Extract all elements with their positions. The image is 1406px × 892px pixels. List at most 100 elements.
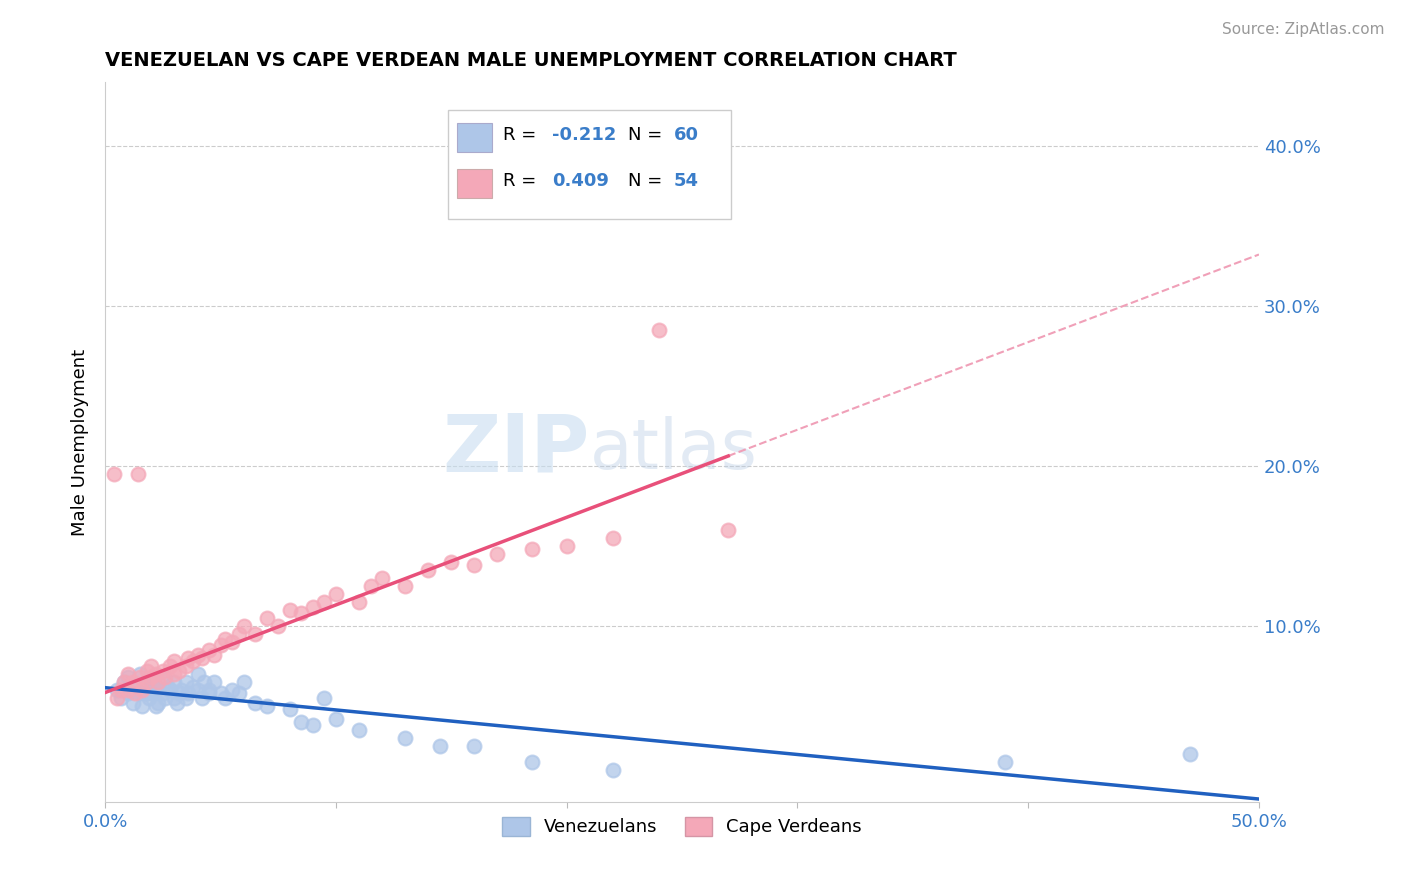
- Point: [156, 680, 179, 694]
- Point: [209, 686, 232, 700]
- Point: [181, 680, 204, 694]
- Point: [105, 683, 128, 698]
- Point: [128, 686, 150, 700]
- Point: [127, 467, 149, 482]
- Point: [159, 683, 181, 698]
- Point: [128, 671, 150, 685]
- Point: [167, 686, 190, 700]
- Point: [314, 595, 336, 609]
- Point: [163, 691, 186, 706]
- Point: [181, 655, 204, 669]
- Point: [994, 756, 1017, 770]
- Text: 0.409: 0.409: [551, 172, 609, 190]
- Point: [314, 691, 336, 706]
- Point: [186, 648, 208, 662]
- Point: [174, 675, 197, 690]
- Text: ZIP: ZIP: [443, 410, 589, 489]
- Point: [555, 539, 578, 553]
- Point: [202, 648, 225, 662]
- Point: [245, 696, 267, 710]
- Point: [394, 731, 416, 746]
- Point: [177, 686, 200, 700]
- Point: [214, 632, 236, 646]
- Text: N =: N =: [628, 126, 668, 144]
- Point: [191, 651, 214, 665]
- Text: R =: R =: [503, 126, 543, 144]
- Point: [347, 723, 370, 738]
- Point: [155, 691, 177, 706]
- Point: [135, 664, 157, 678]
- Point: [122, 675, 145, 690]
- Point: [221, 683, 243, 698]
- Point: [1178, 747, 1201, 762]
- Text: -0.212: -0.212: [551, 126, 616, 144]
- Point: [145, 667, 167, 681]
- Point: [520, 542, 543, 557]
- Point: [209, 639, 232, 653]
- Point: [174, 691, 197, 706]
- Point: [105, 691, 128, 706]
- Point: [117, 686, 139, 700]
- Point: [202, 675, 225, 690]
- Point: [145, 683, 167, 698]
- Point: [117, 667, 139, 681]
- Point: [170, 683, 193, 698]
- Point: [142, 675, 165, 690]
- Point: [232, 675, 254, 690]
- Point: [232, 619, 254, 633]
- Text: atlas: atlas: [589, 416, 758, 483]
- Point: [145, 699, 167, 714]
- Point: [360, 579, 382, 593]
- Point: [198, 643, 221, 657]
- Point: [148, 696, 170, 710]
- Point: [347, 595, 370, 609]
- Point: [152, 664, 174, 678]
- Point: [163, 655, 186, 669]
- Point: [186, 683, 208, 698]
- Point: [167, 664, 190, 678]
- Point: [174, 659, 197, 673]
- Point: [429, 739, 451, 754]
- Point: [159, 659, 181, 673]
- Point: [648, 323, 671, 337]
- Point: [128, 667, 150, 681]
- Point: [131, 699, 153, 714]
- Point: [131, 683, 153, 698]
- Point: [463, 739, 485, 754]
- Point: [302, 600, 325, 615]
- Point: [124, 686, 146, 700]
- Point: [110, 691, 132, 706]
- Point: [394, 579, 416, 593]
- Point: [256, 611, 278, 625]
- Point: [155, 671, 177, 685]
- Point: [228, 627, 250, 641]
- FancyBboxPatch shape: [449, 110, 731, 219]
- Point: [602, 764, 624, 778]
- Point: [117, 671, 139, 685]
- Legend: Venezuelans, Cape Verdeans: Venezuelans, Cape Verdeans: [495, 810, 869, 844]
- Point: [152, 671, 174, 685]
- Point: [198, 683, 221, 698]
- Point: [148, 675, 170, 690]
- Point: [228, 686, 250, 700]
- Point: [602, 531, 624, 545]
- Point: [135, 675, 157, 690]
- Point: [135, 675, 157, 690]
- Point: [112, 675, 135, 690]
- Point: [110, 683, 132, 698]
- Point: [163, 667, 186, 681]
- Point: [278, 603, 301, 617]
- Point: [371, 571, 394, 585]
- Point: [520, 756, 543, 770]
- Point: [191, 691, 214, 706]
- Point: [186, 667, 208, 681]
- Point: [141, 671, 163, 685]
- Point: [166, 696, 188, 710]
- Point: [177, 651, 200, 665]
- Text: Source: ZipAtlas.com: Source: ZipAtlas.com: [1222, 22, 1385, 37]
- Point: [163, 675, 186, 690]
- Point: [302, 718, 325, 732]
- Point: [278, 702, 301, 716]
- Point: [138, 691, 160, 706]
- Point: [141, 659, 163, 673]
